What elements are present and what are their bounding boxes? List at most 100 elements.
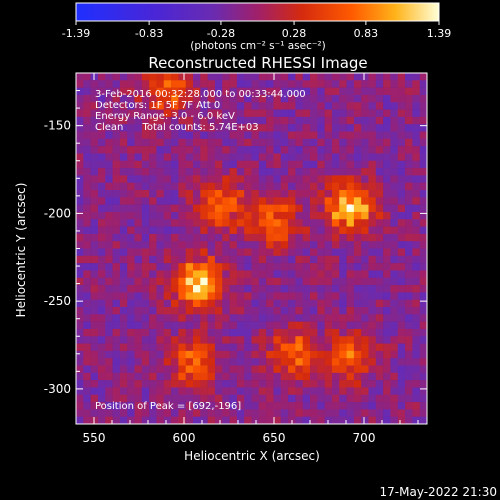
heatmap-pixel <box>258 292 267 300</box>
heatmap-pixel <box>244 116 252 125</box>
heatmap-pixel <box>178 336 186 344</box>
heatmap-pixel <box>119 211 128 220</box>
heatmap-pixel <box>288 211 296 220</box>
heatmap-pixel <box>266 168 274 176</box>
heatmap-pixel <box>419 87 428 96</box>
heatmap-pixel <box>171 102 179 110</box>
heatmap-pixel <box>317 146 325 154</box>
heatmap-pixel <box>295 350 303 359</box>
heatmap-pixel <box>390 124 399 132</box>
heatmap-pixel <box>280 226 289 235</box>
heatmap-pixel <box>368 102 377 110</box>
heatmap-pixel <box>251 277 260 286</box>
heatmap-pixel <box>244 248 252 257</box>
heatmap-pixel <box>419 153 428 162</box>
heatmap-pixel <box>127 109 135 118</box>
heatmap-pixel <box>361 255 369 264</box>
heatmap-pixel <box>412 394 420 403</box>
heatmap-pixel <box>346 168 355 176</box>
heatmap-pixel <box>163 124 172 132</box>
heatmap-pixel <box>185 124 194 132</box>
heatmap-pixel <box>331 131 340 140</box>
heatmap-pixel <box>331 160 340 169</box>
heatmap-pixel <box>339 277 347 286</box>
heatmap-pixel <box>251 241 260 249</box>
heatmap-pixel <box>193 175 201 183</box>
heatmap-pixel <box>229 409 238 417</box>
heatmap-pixel <box>214 394 223 403</box>
heatmap-pixel <box>178 277 186 286</box>
heatmap-pixel <box>90 226 99 235</box>
heatmap-pixel <box>171 168 179 176</box>
heatmap-pixel <box>200 116 208 125</box>
heatmap-pixel <box>185 350 194 359</box>
heatmap-pixel <box>214 336 223 344</box>
heatmap-pixel <box>310 182 318 191</box>
heatmap-pixel <box>280 358 289 366</box>
heatmap-pixel <box>324 146 333 154</box>
heatmap-pixel <box>419 336 428 344</box>
heatmap-pixel <box>76 87 84 96</box>
heatmap-pixel <box>339 372 347 381</box>
heatmap-pixel <box>251 211 260 220</box>
heatmap-pixel <box>244 168 252 176</box>
heatmap-pixel <box>236 233 245 242</box>
heatmap-pixel <box>288 175 296 183</box>
heatmap-pixel <box>90 131 99 140</box>
heatmap-pixel <box>193 87 201 96</box>
heatmap-pixel <box>295 255 303 264</box>
heatmap-pixel <box>310 168 318 176</box>
heatmap-pixel <box>331 241 340 249</box>
heatmap-pixel <box>405 387 413 396</box>
heatmap-pixel <box>83 409 91 417</box>
heatmap-pixel <box>105 409 113 417</box>
heatmap-pixel <box>222 182 230 191</box>
heatmap-pixel <box>112 343 121 352</box>
heatmap-pixel <box>310 87 318 96</box>
heatmap-pixel <box>149 358 157 366</box>
heatmap-pixel <box>310 248 318 257</box>
heatmap-pixel <box>397 358 406 366</box>
heatmap-pixel <box>83 314 91 322</box>
heatmap-pixel <box>119 182 128 191</box>
heatmap-pixel <box>266 277 274 286</box>
heatmap-pixel <box>368 336 377 344</box>
heatmap-pixel <box>149 285 157 293</box>
heatmap-pixel <box>97 211 106 220</box>
heatmap-pixel <box>127 175 135 183</box>
heatmap-pixel <box>368 175 377 183</box>
heatmap-pixel <box>258 416 267 425</box>
heatmap-pixel <box>105 343 113 352</box>
heatmap-pixel <box>419 116 428 125</box>
heatmap-pixel <box>375 255 384 264</box>
heatmap-pixel <box>229 328 238 337</box>
heatmap-pixel <box>119 270 128 279</box>
heatmap-pixel <box>397 219 406 227</box>
heatmap-pixel <box>412 80 420 88</box>
heatmap-pixel <box>214 160 223 169</box>
heatmap-pixel <box>76 314 84 322</box>
heatmap-pixel <box>76 197 84 205</box>
heatmap-pixel <box>317 109 325 118</box>
heatmap-pixel <box>229 343 238 352</box>
heatmap-pixel <box>397 409 406 417</box>
heatmap-pixel <box>361 321 369 330</box>
heatmap-pixel <box>390 416 399 425</box>
heatmap-pixel <box>163 211 172 220</box>
heatmap-pixel <box>295 263 303 271</box>
heatmap-pixel <box>375 190 384 198</box>
heatmap-pixel <box>251 307 260 315</box>
heatmap-pixel <box>419 394 428 403</box>
heatmap-pixel <box>288 277 296 286</box>
heatmap-pixel <box>317 328 325 337</box>
heatmap-pixel <box>383 109 391 118</box>
heatmap-pixel <box>193 372 201 381</box>
heatmap-pixel <box>178 73 186 81</box>
heatmap-pixel <box>244 124 252 132</box>
heatmap-pixel <box>127 241 135 249</box>
chart-title: Reconstructed RHESSI Image <box>148 54 367 72</box>
heatmap-pixel <box>280 80 289 88</box>
heatmap-pixel <box>90 350 99 359</box>
heatmap-pixel <box>353 241 362 249</box>
heatmap-pixel <box>368 277 377 286</box>
